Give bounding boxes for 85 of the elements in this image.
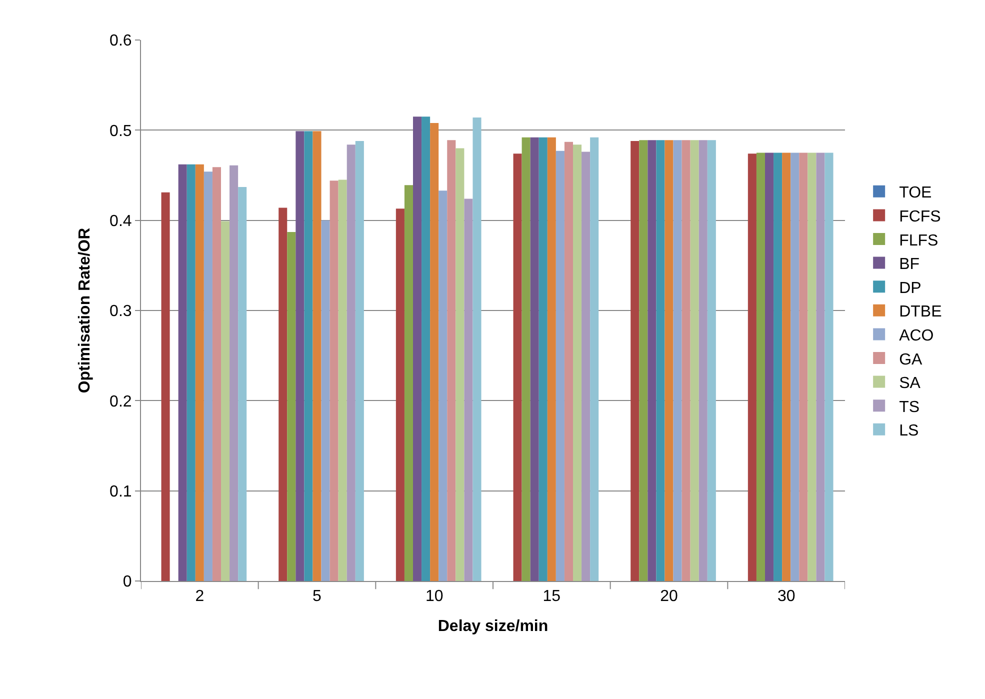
bar	[630, 140, 640, 581]
legend-label: GA	[899, 351, 923, 368]
legend-label: TOE	[899, 184, 932, 202]
bar	[530, 137, 539, 581]
y-tick-label: 0.2	[110, 393, 132, 410]
bar	[522, 137, 530, 581]
bar	[824, 152, 834, 581]
bar	[447, 140, 456, 581]
y-tick-label: 0	[122, 574, 132, 591]
bar	[664, 140, 674, 581]
bar	[782, 152, 791, 581]
bar	[321, 220, 330, 581]
x-tick-label: 20	[660, 588, 678, 606]
bar	[673, 140, 682, 581]
legend-label: FCFS	[899, 208, 941, 226]
bar	[756, 152, 765, 581]
bar	[513, 154, 522, 581]
bar	[430, 122, 439, 581]
y-tick-label: 0.4	[110, 212, 132, 230]
bar	[656, 140, 665, 581]
bar	[765, 152, 774, 581]
bar	[456, 148, 464, 581]
bar	[422, 116, 430, 581]
bar	[547, 137, 556, 581]
bar	[707, 140, 716, 581]
bar	[296, 131, 304, 581]
legend-label: DTBE	[899, 304, 942, 321]
x-tick-label: 5	[312, 588, 322, 606]
bar	[287, 232, 296, 581]
bar	[195, 164, 204, 581]
y-tick-label: 0.6	[110, 32, 132, 50]
bar	[186, 164, 196, 581]
y-tick-label: 0.1	[110, 483, 132, 500]
bar	[304, 131, 313, 581]
bar	[330, 180, 338, 581]
bar	[648, 140, 656, 581]
bar	[464, 198, 473, 581]
legend-label: BF	[899, 256, 920, 274]
bar	[178, 164, 187, 581]
x-tick-label: 30	[777, 588, 796, 606]
bar	[690, 140, 699, 581]
bar	[472, 118, 482, 581]
x-axis-title: Delay size/min	[438, 618, 548, 635]
x-tick-label: 2	[195, 588, 204, 606]
bar	[748, 154, 756, 581]
bar	[438, 190, 448, 581]
bar	[590, 137, 599, 581]
bar	[556, 150, 564, 581]
bar	[204, 172, 212, 581]
y-tick-label: 0.5	[110, 122, 132, 140]
bar	[538, 137, 548, 581]
bar	[799, 152, 808, 581]
x-tick-label: 10	[425, 588, 444, 606]
legend-label: ACO	[899, 327, 934, 344]
bar	[413, 116, 422, 581]
bar	[582, 152, 590, 581]
bar	[221, 221, 230, 581]
bar	[639, 140, 648, 581]
bar	[682, 140, 690, 581]
bar	[396, 208, 404, 581]
x-tick-label: 15	[542, 588, 561, 606]
bar	[312, 131, 322, 581]
legend-label: FLFS	[899, 232, 938, 250]
legend-label: LS	[899, 422, 919, 440]
bar	[230, 165, 238, 581]
bar	[564, 142, 573, 581]
bar	[774, 152, 782, 581]
bar	[404, 185, 413, 581]
y-axis-title: Optimisation Rate/OR	[76, 227, 94, 394]
bar	[573, 144, 582, 581]
bar	[698, 140, 708, 581]
bar	[808, 152, 816, 581]
bar	[346, 144, 356, 581]
y-tick-label: 0.3	[110, 303, 132, 320]
bar	[161, 192, 170, 581]
bar	[278, 208, 288, 581]
bar	[212, 167, 221, 581]
bar	[355, 140, 364, 581]
legend-label: TS	[899, 398, 920, 416]
bar	[816, 152, 825, 581]
legend-label: DP	[899, 280, 922, 297]
legend-label: SA	[899, 375, 921, 392]
bar	[238, 186, 247, 581]
bar	[338, 180, 347, 581]
bar	[790, 152, 800, 581]
